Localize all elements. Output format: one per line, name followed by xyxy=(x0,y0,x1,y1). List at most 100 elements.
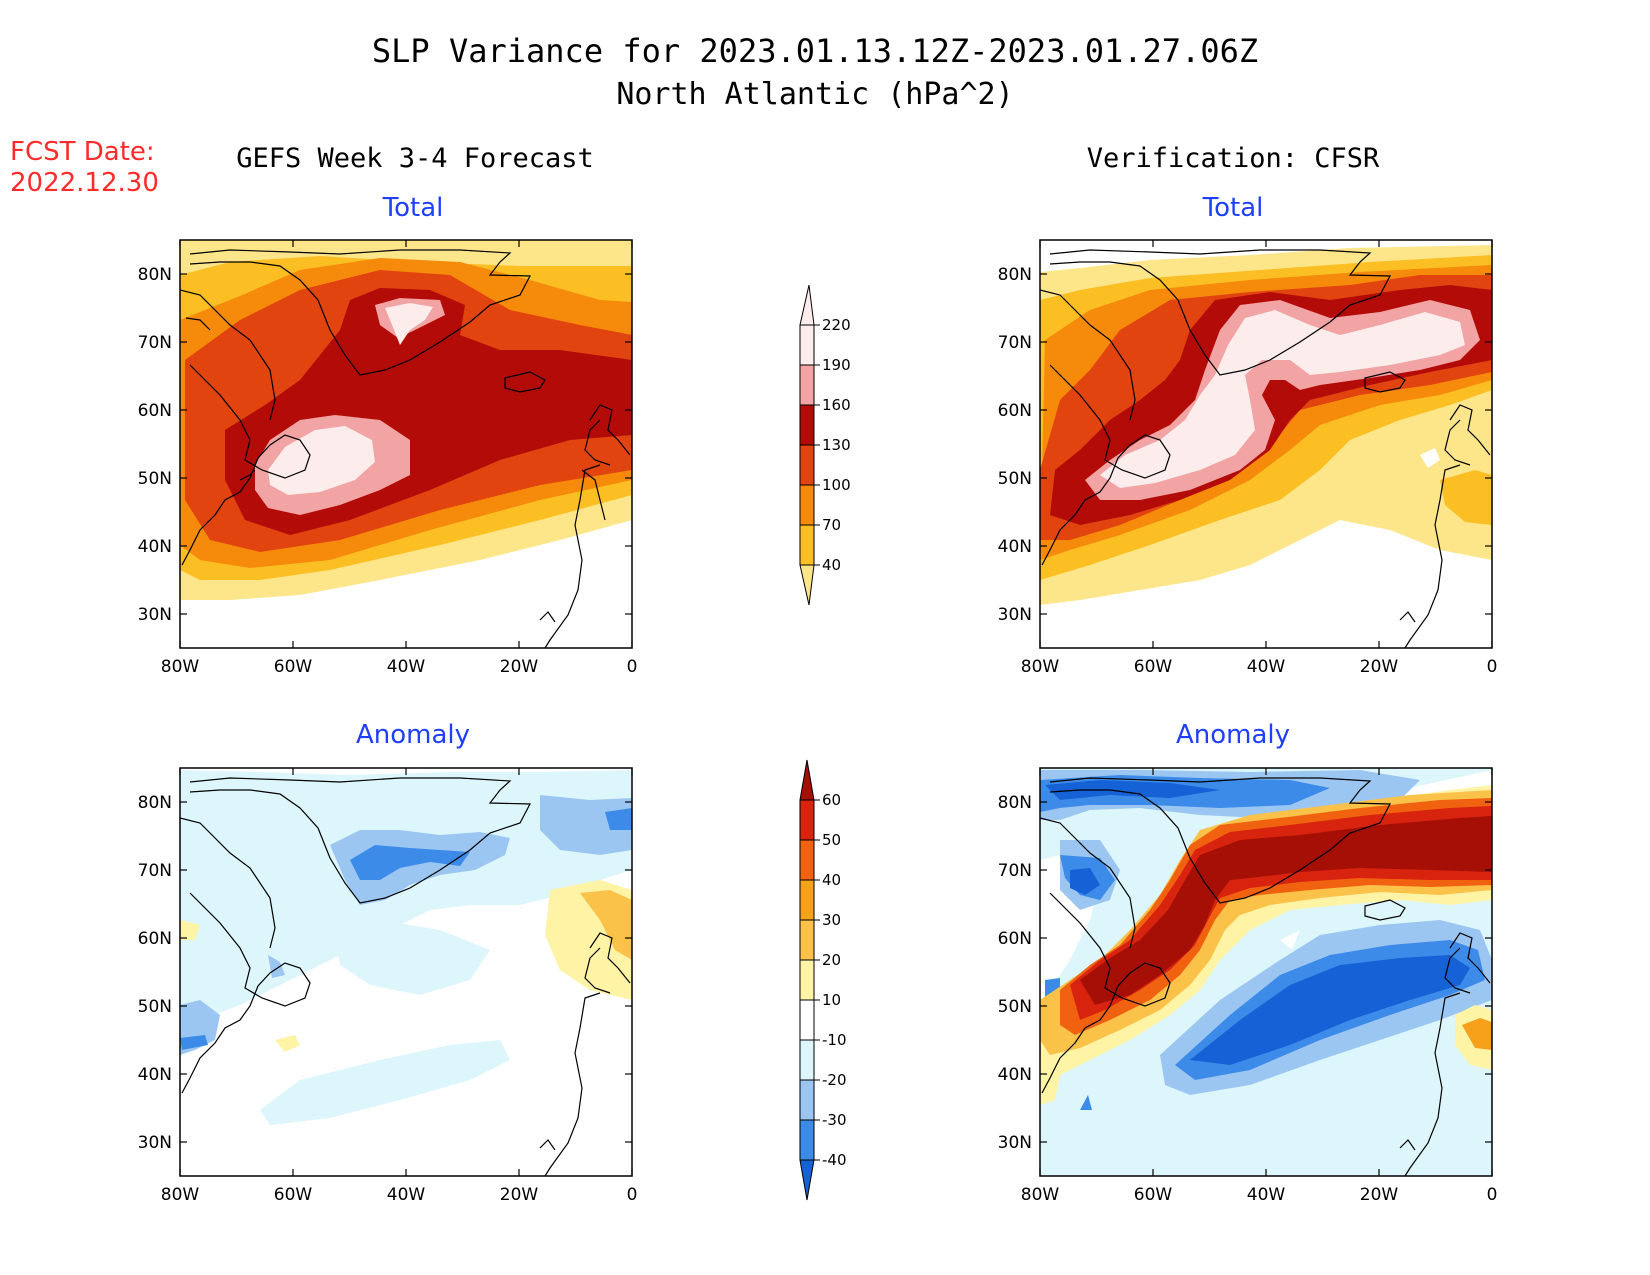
lon-label: 40W xyxy=(1247,1185,1286,1205)
colorbar-anomaly-label: 60 xyxy=(822,791,841,809)
axes-verification-total: 30N 40N 50N 60N 70N 80N 80W 60W 40W 20W 0 xyxy=(998,239,1498,677)
lat-label: 40N xyxy=(138,1065,172,1085)
lon-label: 20W xyxy=(500,657,539,677)
colorbar-total-label: 100 xyxy=(822,476,851,494)
lat-label: 80N xyxy=(998,265,1032,285)
colorbar-total-bin xyxy=(799,404,815,446)
lon-label: 80W xyxy=(161,657,200,677)
lat-label: 80N xyxy=(998,793,1032,813)
colorbar-anomaly-label: 10 xyxy=(822,991,841,1009)
lat-label: 40N xyxy=(138,537,172,557)
lon-label: 80W xyxy=(1021,657,1060,677)
colorbar-anomaly-label: -30 xyxy=(822,1111,847,1129)
colorbar-anomaly-label: -10 xyxy=(822,1031,847,1049)
map-forecast-anomaly xyxy=(180,768,632,1176)
lat-label: 40N xyxy=(998,1065,1032,1085)
colorbar-total-bin xyxy=(799,324,815,366)
colorbar-total-label: 160 xyxy=(822,396,851,414)
lon-label: 0 xyxy=(627,1185,638,1205)
colorbar-anomaly-label: 50 xyxy=(822,831,841,849)
lat-label: 70N xyxy=(998,333,1032,353)
left-column-title: GEFS Week 3-4 Forecast xyxy=(236,143,594,174)
lat-label: 30N xyxy=(998,605,1032,625)
colorbar-total-label: 190 xyxy=(822,356,851,374)
colorbar-anomaly-bin xyxy=(799,1039,815,1081)
lon-label: 0 xyxy=(1487,1185,1498,1205)
right-column-title: Verification: CFSR xyxy=(1087,143,1380,174)
lat-label: 50N xyxy=(998,997,1032,1017)
colorbar-anomaly-top-cap xyxy=(799,759,815,801)
lat-label: 60N xyxy=(998,929,1032,949)
map-verification-total xyxy=(1040,240,1492,648)
colorbar-anomaly-label: -40 xyxy=(822,1151,847,1169)
fcst-date-label: FCST Date: xyxy=(10,137,155,167)
axes-forecast-anomaly: 30N 40N 50N 60N 70N 80N 80W 60W 40W 20W 0 xyxy=(138,767,638,1205)
colorbar-anomaly-bin xyxy=(799,999,815,1041)
lon-label: 40W xyxy=(1247,657,1286,677)
lon-label: 20W xyxy=(500,1185,539,1205)
panel-title-verification-total: Total xyxy=(1202,193,1264,223)
lon-label: 60W xyxy=(1134,657,1173,677)
colorbar-anomaly-label: -20 xyxy=(822,1071,847,1089)
lon-label: 60W xyxy=(274,657,313,677)
map-forecast-total xyxy=(180,240,632,648)
lat-label: 30N xyxy=(138,1133,172,1153)
main-subtitle: North Atlantic (hPa^2) xyxy=(616,77,1013,112)
lon-label: 0 xyxy=(627,657,638,677)
coastlines-forecast-total xyxy=(180,249,631,648)
colorbar-anomaly-label: 20 xyxy=(822,951,841,969)
colorbar-anomaly-bin xyxy=(799,879,815,921)
lat-label: 40N xyxy=(998,537,1032,557)
lon-label: 20W xyxy=(1360,1185,1399,1205)
lon-label: 80W xyxy=(161,1185,200,1205)
colorbar-anomaly-bin xyxy=(799,919,815,961)
lat-label: 50N xyxy=(138,997,172,1017)
colorbar-anomaly-label: 40 xyxy=(822,871,841,889)
colorbar-anomaly-bottom-cap xyxy=(799,1159,815,1201)
colorbar-anomaly-bin xyxy=(799,1119,815,1161)
lon-label: 40W xyxy=(387,1185,426,1205)
axes-forecast-total: 30N 40N 50N 60N 70N 80N 80W 60W 40W 20W 0 xyxy=(138,239,638,677)
colorbar-total-label: 130 xyxy=(822,436,851,454)
coastlines-verification-total xyxy=(1040,249,1491,648)
colorbar-total-bin xyxy=(799,364,815,406)
lon-label: 60W xyxy=(1134,1185,1173,1205)
lat-label: 60N xyxy=(138,401,172,421)
main-title: SLP Variance for 2023.01.13.12Z-2023.01.… xyxy=(372,32,1258,70)
coastlines-verification-anomaly xyxy=(1040,777,1491,1176)
lat-label: 80N xyxy=(138,793,172,813)
map-frames: 30N 40N 50N 60N 70N 80N 80W 60W 40W 20W 0 30N 40N 50N… xyxy=(138,239,1498,1205)
lat-label: 30N xyxy=(138,605,172,625)
colorbar-anomaly-bin xyxy=(799,799,815,841)
lat-label: 70N xyxy=(998,861,1032,881)
lat-label: 60N xyxy=(138,929,172,949)
lon-label: 80W xyxy=(1021,1185,1060,1205)
lat-label: 70N xyxy=(138,333,172,353)
colorbar-total-bin xyxy=(799,484,815,526)
lon-label: 20W xyxy=(1360,657,1399,677)
colorbar-total-label: 70 xyxy=(822,516,841,534)
colorbar-anomaly-bin xyxy=(799,959,815,1001)
lon-label: 40W xyxy=(387,657,426,677)
lat-label: 30N xyxy=(998,1133,1032,1153)
coastlines-forecast-anomaly xyxy=(180,777,631,1176)
colorbar-total-bin xyxy=(799,524,815,566)
colorbar-total-bin xyxy=(799,444,815,486)
colorbar-total-top-cap xyxy=(799,284,815,326)
panel-title-verification-anomaly: Anomaly xyxy=(1176,720,1290,750)
colorbar-total: 40 70 100 130 160 190 220 xyxy=(799,284,851,606)
lat-label: 50N xyxy=(138,469,172,489)
map-verification-anomaly xyxy=(1040,768,1492,1176)
axes-verification-anomaly: 30N 40N 50N 60N 70N 80N 80W 60W 40W 20W 0 xyxy=(998,767,1498,1205)
colorbar-total-bottom-cap xyxy=(799,564,815,606)
lat-label: 50N xyxy=(998,469,1032,489)
colorbar-anomaly: -40 -30 -20 -10 10 20 30 40 50 60 xyxy=(799,759,847,1201)
panel-title-forecast-anomaly: Anomaly xyxy=(356,720,470,750)
lon-label: 0 xyxy=(1487,657,1498,677)
lat-label: 60N xyxy=(998,401,1032,421)
panel-title-forecast-total: Total xyxy=(382,193,444,223)
colorbar-total-label: 220 xyxy=(822,316,851,334)
colorbar-anomaly-bin xyxy=(799,1079,815,1121)
lon-label: 60W xyxy=(274,1185,313,1205)
